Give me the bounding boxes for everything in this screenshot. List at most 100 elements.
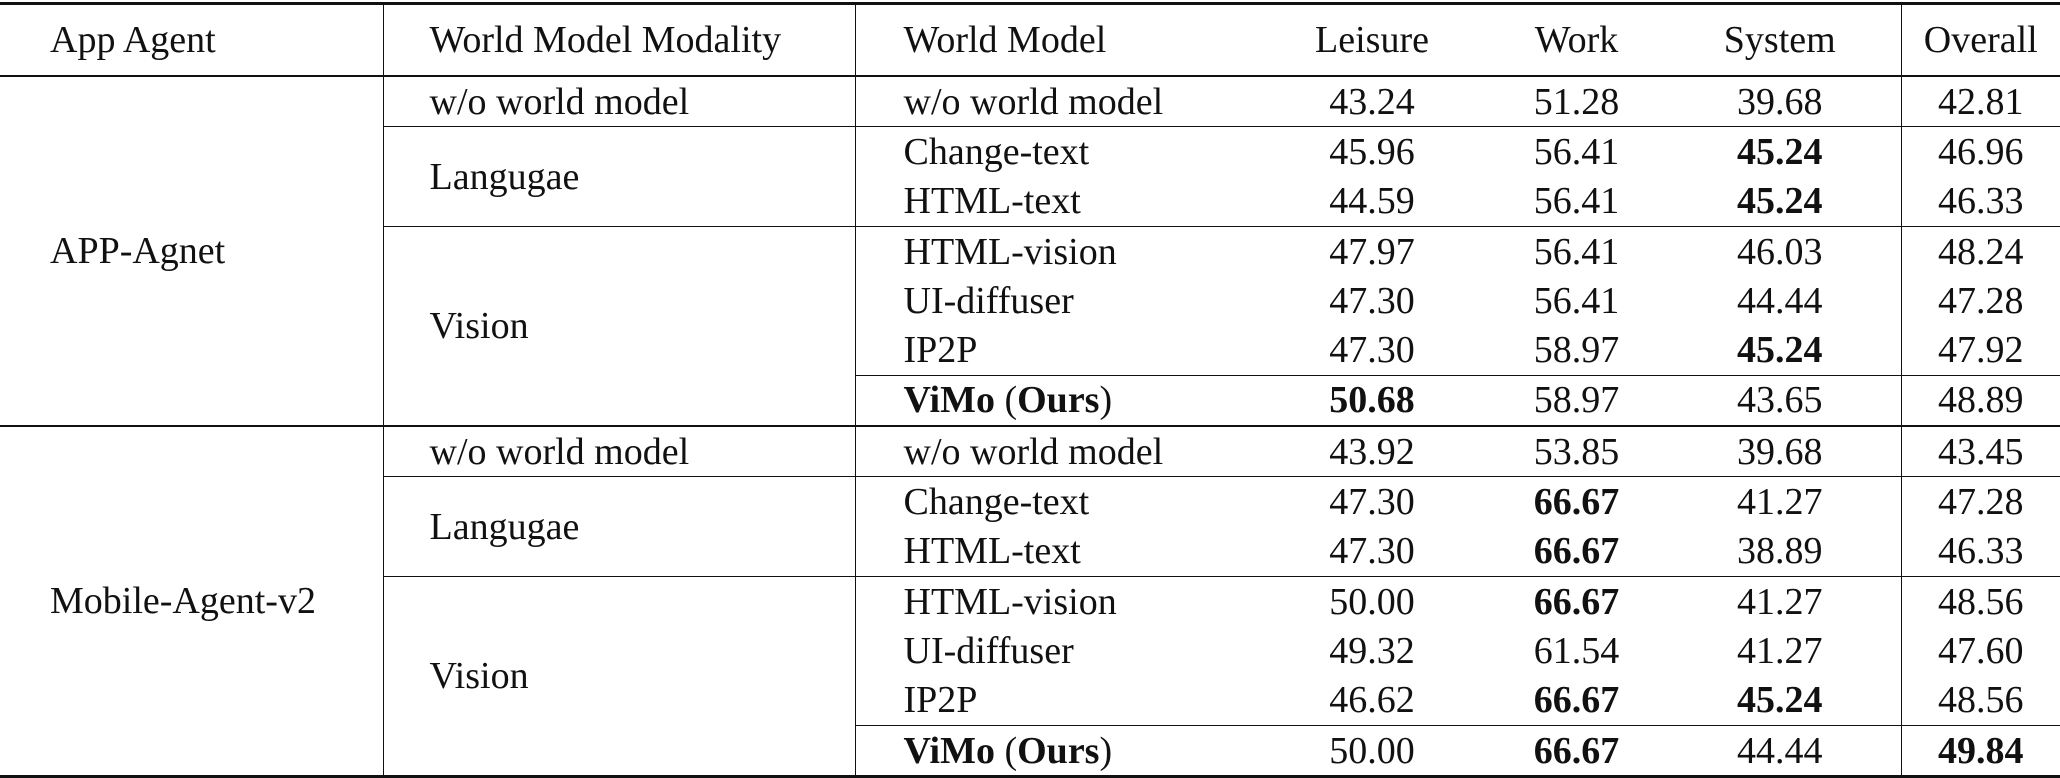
agent-name: APP-Agnet — [50, 230, 226, 273]
overall-cell: 47.92 — [1900, 325, 2060, 376]
system-cell: 46.03 — [1659, 225, 1901, 277]
table-row: Vision HTML-vision 50.00 66.67 41.27 48.… — [0, 575, 2060, 777]
overall-cell: 47.28 — [1900, 276, 2060, 326]
leisure-cell: 49.32 — [1329, 629, 1415, 672]
overall-cell: 47.60 — [1900, 626, 2060, 676]
work-cell: 51.28 — [1533, 80, 1620, 123]
leisure-cell: 47.30 — [1329, 530, 1415, 573]
leisure-cell: 43.92 — [1329, 430, 1415, 473]
overall-cell: 48.24 — [1900, 225, 2060, 277]
leisure-cell: 47.30 — [1329, 279, 1415, 322]
header-row: App Agent World Model Modality World Mod… — [0, 3, 2060, 76]
overall-cell: 42.81 — [1900, 76, 2060, 127]
header-overall: Overall — [1900, 3, 2060, 76]
modality-cell: Langugae — [382, 476, 855, 577]
work-cell: 66.67 — [1533, 530, 1620, 573]
agent-name: Mobile-Agent-v2 — [50, 580, 316, 623]
paren-close: ) — [1099, 729, 1113, 772]
system-cell: 43.65 — [1659, 374, 1901, 427]
work-cell: 56.41 — [1494, 225, 1659, 277]
leisure-cell: 46.62 — [1329, 679, 1415, 722]
model-cell: UI-diffuser — [854, 276, 1250, 326]
overall-cell: 49.84 — [1900, 724, 2060, 777]
work-cell: 56.41 — [1494, 126, 1659, 177]
system-cell: 38.89 — [1737, 530, 1823, 573]
model-cell: w/o world model — [854, 426, 1250, 477]
overall-cell: 48.89 — [1900, 374, 2060, 427]
work-cell: 58.97 — [1533, 329, 1620, 372]
system-cell: 41.27 — [1737, 629, 1823, 672]
model-ours-label: Ours — [1017, 729, 1100, 772]
work-cell: 66.67 — [1494, 575, 1659, 627]
model-cell: Change-text — [854, 126, 1250, 177]
model-name-vimo: ViMo — [903, 379, 995, 422]
table-row: ViMo (Ours) 50.68 58.97 43.65 48.89 — [0, 374, 2060, 427]
header-system: System — [1723, 19, 1836, 61]
work-cell: 56.41 — [1533, 180, 1620, 223]
table-row: UI-diffuser 49.32 61.54 41.27 47.60 — [0, 626, 2060, 676]
overall-cell: 43.45 — [1900, 426, 2060, 477]
table-row: Langugae Change-text 45.96 56.41 45.24 4… — [0, 126, 2060, 227]
model-cell: HTML-text — [854, 526, 1250, 577]
table-row: UI-diffuser 47.30 56.41 44.44 47.28 — [0, 276, 2060, 326]
paren-open: ( — [994, 379, 1018, 422]
table-row: IP2P 46.62 66.67 45.24 48.56 — [0, 675, 2060, 726]
group-app-agent: APP-Agnet w/o world model w/o world mode… — [0, 76, 2060, 427]
leisure-cell: 44.59 — [1329, 180, 1415, 223]
system-cell: 39.68 — [1737, 80, 1823, 123]
model-cell: UI-diffuser — [854, 626, 1250, 676]
table-row: Langugae Change-text 47.30 66.67 41.27 4… — [0, 476, 2060, 577]
model-ours-label: Ours — [1017, 379, 1100, 422]
leisure-cell: 47.97 — [1250, 225, 1494, 277]
header-app-agent: App Agent — [50, 19, 216, 61]
modality-cell: w/o world model — [382, 76, 855, 127]
modality-cell: Langugae — [382, 126, 855, 227]
modality-cell: Vision — [382, 225, 855, 427]
work-cell: 56.41 — [1533, 279, 1620, 322]
model-cell: w/o world model — [854, 76, 1250, 127]
model-name-vimo: ViMo — [903, 729, 995, 772]
table-row: APP-Agnet w/o world model w/o world mode… — [0, 76, 2060, 270]
paren-close: ) — [1099, 379, 1113, 422]
leisure-cell: 50.00 — [1250, 575, 1494, 627]
overall-cell: 48.56 — [1900, 675, 2060, 726]
leisure-cell: 50.68 — [1250, 374, 1494, 427]
system-cell: 39.68 — [1737, 430, 1823, 473]
system-cell: 45.24 — [1737, 329, 1823, 372]
leisure-cell: 47.30 — [1250, 476, 1494, 527]
work-cell: 66.67 — [1494, 476, 1659, 527]
system-cell: 44.44 — [1737, 279, 1823, 322]
header-world-model: World Model — [854, 3, 1250, 76]
paren-open: ( — [994, 729, 1018, 772]
group-mobile-agent: Mobile-Agent-v2 w/o world model w/o worl… — [0, 426, 2060, 777]
system-cell: 41.27 — [1659, 575, 1901, 627]
model-cell-ours: ViMo (Ours) — [854, 724, 1250, 777]
overall-cell: 46.33 — [1900, 526, 2060, 577]
table-row: IP2P 47.30 58.97 45.24 47.92 — [0, 325, 2060, 376]
model-cell: HTML-vision — [854, 225, 1250, 277]
model-cell: HTML-vision — [854, 575, 1250, 627]
table-row: HTML-text 47.30 66.67 38.89 46.33 — [0, 526, 2060, 577]
model-cell: IP2P — [854, 325, 1250, 376]
modality-cell: w/o world model — [382, 426, 855, 477]
model-cell: HTML-text — [854, 176, 1250, 227]
leisure-cell: 45.96 — [1250, 126, 1494, 177]
table-row: HTML-text 44.59 56.41 45.24 46.33 — [0, 176, 2060, 227]
leisure-cell: 50.00 — [1250, 724, 1494, 777]
system-cell: 41.27 — [1659, 476, 1901, 527]
leisure-cell: 43.24 — [1329, 80, 1415, 123]
leisure-cell: 47.30 — [1329, 329, 1415, 372]
work-cell: 58.97 — [1494, 374, 1659, 427]
system-cell: 45.24 — [1659, 126, 1901, 177]
system-cell: 44.44 — [1659, 724, 1901, 777]
model-cell: Change-text — [854, 476, 1250, 527]
system-cell: 45.24 — [1737, 679, 1823, 722]
system-cell: 45.24 — [1737, 180, 1823, 223]
table-row: Vision HTML-vision 47.97 56.41 46.03 48.… — [0, 225, 2060, 427]
overall-cell: 46.96 — [1900, 126, 2060, 177]
overall-cell: 46.33 — [1900, 176, 2060, 227]
header-leisure: Leisure — [1315, 19, 1429, 61]
header-modality: World Model Modality — [382, 3, 855, 76]
